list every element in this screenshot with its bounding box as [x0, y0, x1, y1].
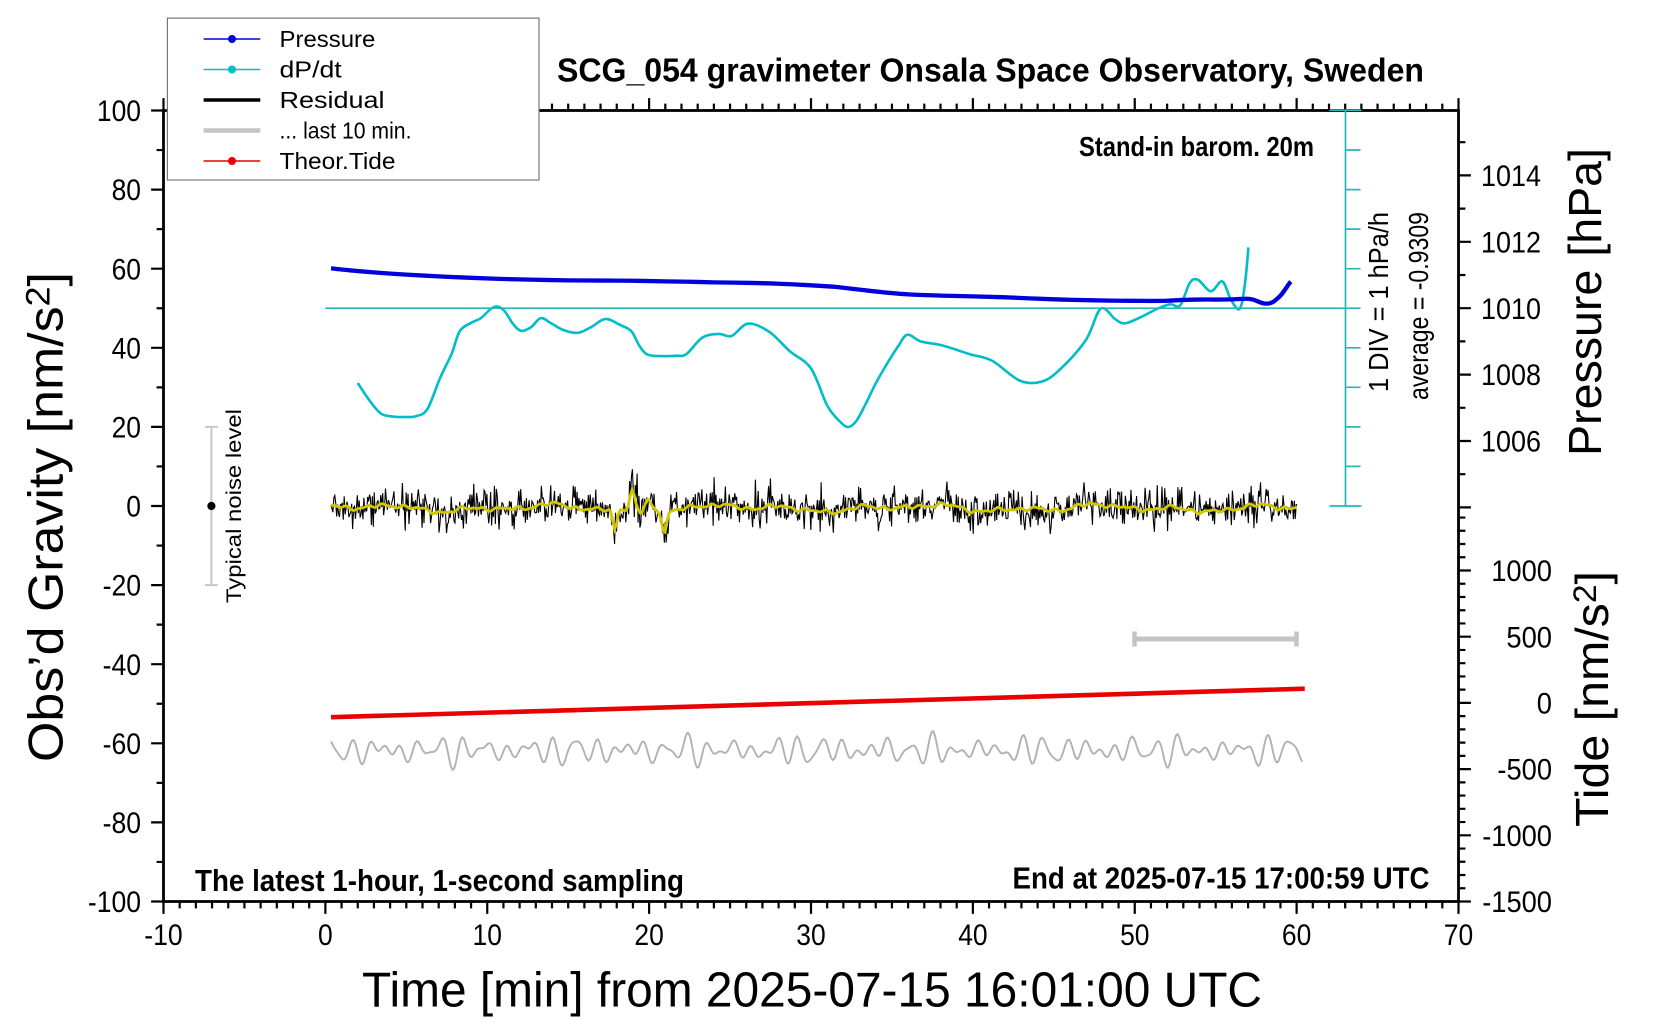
svg-text:1012: 1012	[1481, 226, 1541, 259]
svg-text:average = -0.9309: average = -0.9309	[1403, 212, 1434, 400]
svg-text:-20: -20	[103, 570, 141, 603]
svg-text:500: 500	[1506, 621, 1552, 654]
svg-text:The latest 1-hour, 1-second sa: The latest 1-hour, 1-second sampling	[195, 863, 684, 898]
svg-text:40: 40	[958, 919, 987, 952]
svg-text:dP/dt: dP/dt	[280, 57, 343, 83]
svg-text:-60: -60	[103, 728, 141, 761]
svg-text:60: 60	[112, 253, 141, 286]
svg-text:70: 70	[1444, 919, 1473, 952]
svg-text:0: 0	[318, 919, 333, 952]
svg-text:0: 0	[126, 491, 141, 524]
svg-text:10: 10	[473, 919, 502, 952]
svg-text:1000: 1000	[1491, 555, 1552, 588]
svg-text:60: 60	[1282, 919, 1311, 952]
svg-text:Pressure: Pressure	[280, 26, 376, 52]
svg-text:Time [min] from 2025-07-15 16:: Time [min] from 2025-07-15 16:01:00 UTC	[362, 964, 1262, 1018]
svg-text:Tide [nm/s2]: Tide [nm/s2]	[1566, 571, 1618, 827]
svg-text:1008: 1008	[1481, 359, 1541, 392]
svg-text:1010: 1010	[1481, 293, 1541, 326]
svg-text:1 DIV = 1 hPa/h: 1 DIV = 1 hPa/h	[1363, 212, 1394, 392]
svg-text:Theor.Tide: Theor.Tide	[280, 148, 396, 174]
svg-text:... last 10 min.: ... last 10 min.	[280, 118, 412, 144]
svg-text:Obs’d Gravity [nm/s2]: Obs’d Gravity [nm/s2]	[20, 272, 74, 762]
svg-text:80: 80	[112, 174, 141, 207]
svg-text:100: 100	[97, 95, 141, 128]
svg-text:End at 2025-07-15 17:00:59 UTC: End at 2025-07-15 17:00:59 UTC	[1013, 861, 1430, 896]
svg-text:30: 30	[796, 919, 825, 952]
svg-text:20: 20	[112, 412, 141, 445]
svg-text:Typical noise level: Typical noise level	[223, 409, 246, 603]
svg-text:20: 20	[634, 919, 663, 952]
svg-text:-40: -40	[103, 649, 141, 682]
svg-text:Residual: Residual	[280, 87, 385, 113]
svg-text:40: 40	[112, 332, 141, 365]
svg-text:-100: -100	[88, 886, 141, 919]
svg-text:0: 0	[1537, 688, 1552, 721]
svg-text:1014: 1014	[1481, 160, 1541, 193]
svg-text:50: 50	[1120, 919, 1149, 952]
svg-text:-10: -10	[144, 919, 182, 952]
svg-text:-1500: -1500	[1482, 886, 1552, 919]
svg-text:Stand-in barom. 20m: Stand-in barom. 20m	[1079, 131, 1314, 162]
svg-text:SCG_054 gravimeter Onsala Spac: SCG_054 gravimeter Onsala Space Observat…	[557, 52, 1424, 89]
svg-text:-1000: -1000	[1482, 820, 1552, 853]
svg-text:-500: -500	[1497, 754, 1552, 787]
svg-text:1006: 1006	[1481, 426, 1541, 459]
svg-text:Pressure [hPa]: Pressure [hPa]	[1559, 148, 1611, 456]
svg-text:-80: -80	[103, 807, 141, 840]
